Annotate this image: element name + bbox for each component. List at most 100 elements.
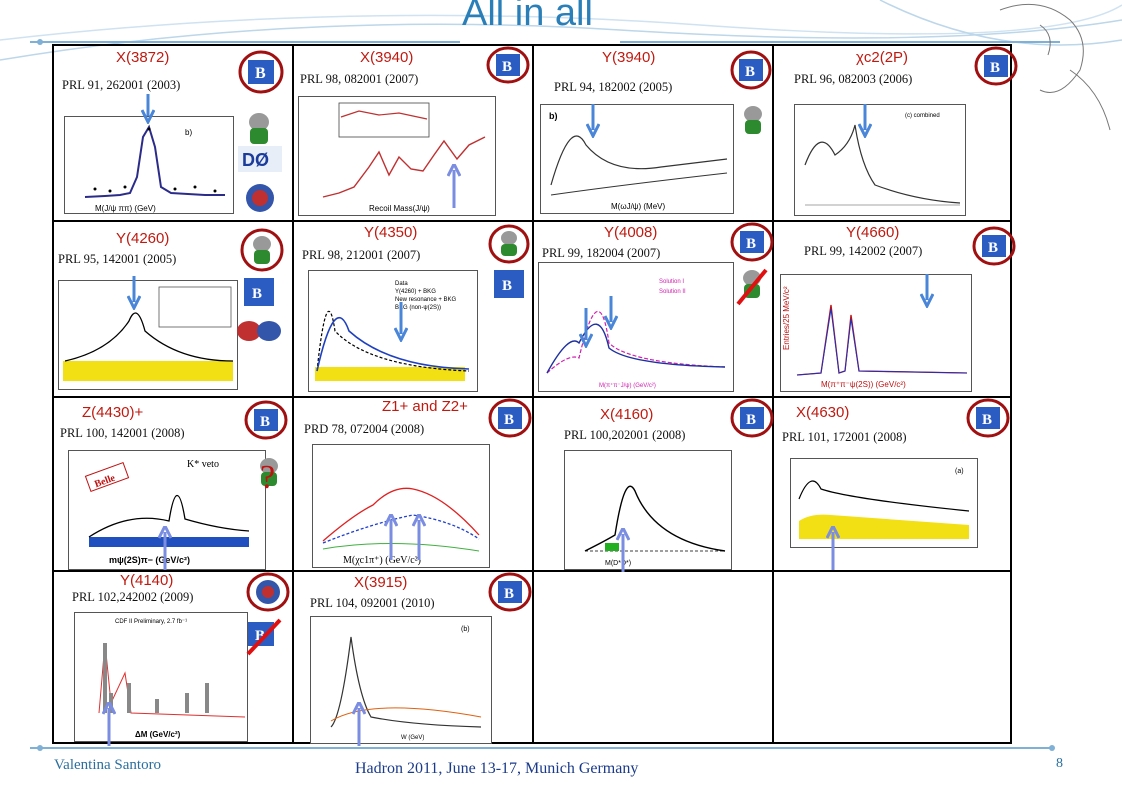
babar-logo-icon: B	[730, 222, 774, 262]
babar-logo-icon: B	[730, 398, 774, 438]
y4140-note: CDF II Preliminary, 2.7 fb⁻¹	[115, 619, 187, 625]
y4008-legend-0: Solution I	[659, 279, 684, 285]
y4350-legend-3: BKG (non-ψ(2S))	[395, 305, 441, 311]
y4140-xaxis-label: ΔM (GeV/c²)	[135, 730, 181, 739]
svg-text:B: B	[982, 412, 992, 428]
y4140-plot: CDF II Preliminary, 2.7 fb⁻¹ ΔM (GeV/c²)	[74, 612, 248, 742]
svg-text:(a): (a)	[955, 468, 964, 475]
publication-ref: PRL 102,242002 (2009)	[72, 590, 194, 604]
belle-mascot-crossed-icon	[736, 268, 768, 306]
svg-text:B: B	[502, 278, 512, 294]
svg-text:DØ: DØ	[242, 150, 269, 170]
cell-y3940: Y(3940) PRL 94, 182002 (2005) b) M(ωJ/ψ)…	[534, 46, 774, 222]
slide-title: All in all	[462, 0, 593, 34]
resonance-name: X(4160)	[600, 406, 654, 423]
y4260-plot	[58, 280, 238, 390]
cell-empty-2	[774, 572, 1010, 744]
cell-y4660: Y(4660) PRL 99, 142002 (2007) Entries/25…	[774, 222, 1016, 398]
arrow-icon	[447, 164, 461, 208]
babar-logo-crossed-icon: B	[246, 618, 282, 656]
publication-ref: PRL 100, 142001 (2008)	[60, 426, 185, 440]
resonance-name: Y(4140)	[120, 572, 174, 589]
arrow-icon	[412, 514, 426, 560]
y4350-plot: Data Y(4260) + BKG New resonance + BKG B…	[308, 270, 478, 392]
y3940-xaxis-label: M(ωJ/ψ) (MeV)	[611, 202, 666, 211]
z1z2-plot: M(χc1π⁺) (GeV/c²)	[312, 444, 490, 568]
cell-x3872: X(3872) PRL 91, 262001 (2003) b) M(J/ψ π…	[54, 46, 294, 222]
arrow-icon	[604, 296, 618, 330]
arrow-icon	[158, 526, 172, 570]
babar-logo-icon: B	[730, 50, 772, 90]
svg-text:B: B	[260, 414, 270, 430]
z4430-xaxis-label: mψ(2S)π− (GeV/c²)	[109, 555, 190, 565]
svg-text:B: B	[746, 412, 756, 428]
svg-text:B: B	[746, 236, 756, 252]
cell-x4630: X(4630) PRL 101, 172001 (2008) (a) B	[774, 398, 1010, 572]
x3940-xaxis-label: Recoil Mass(J/ψ)	[369, 204, 430, 213]
x3940-plot: Recoil Mass(J/ψ)	[298, 96, 496, 216]
arrow-icon	[127, 276, 141, 310]
resonance-name: Y(4260)	[116, 230, 170, 247]
page-number: 8	[1056, 756, 1063, 771]
arrow-icon	[826, 526, 840, 570]
publication-ref: PRL 98, 212001 (2007)	[302, 248, 421, 262]
babar-logo-icon: B	[494, 270, 524, 298]
svg-text:(b): (b)	[461, 626, 470, 633]
belle-mascot-icon	[488, 224, 530, 264]
y4008-legend-1: Solution II	[659, 289, 686, 295]
publication-ref: PRD 78, 072004 (2008)	[304, 422, 425, 436]
x4630-plot: (a)	[790, 458, 978, 548]
publication-ref: PRL 99, 182004 (2007)	[542, 246, 661, 260]
cell-x3940: X(3940) PRL 98, 082001 (2007) Recoil Mas…	[294, 46, 534, 222]
babar-logo-icon: B	[972, 226, 1016, 266]
belle-mascot-question-icon: ?	[260, 458, 278, 496]
arrow-icon	[858, 104, 872, 138]
babar-logo-icon: B	[974, 46, 1018, 86]
y3940-plot: b) M(ωJ/ψ) (MeV)	[540, 104, 734, 214]
arrow-icon	[102, 702, 116, 746]
z4430-plot: Belle K* veto mψ(2S)π− (GeV/c²)	[68, 450, 266, 570]
z12-xaxis-label: M(χc1π⁺) (GeV/c²)	[343, 555, 421, 566]
svg-text:B: B	[502, 59, 512, 75]
publication-ref: PRL 99, 142002 (2007)	[804, 244, 923, 258]
y4350-legend-1: Y(4260) + BKG	[395, 289, 436, 295]
x4160-plot: M(D*D*)	[564, 450, 732, 570]
arrow-icon	[579, 308, 593, 348]
x3915-xaxis-label: W (GeV)	[401, 735, 424, 741]
resonance-name: Y(4008)	[604, 224, 658, 241]
resonance-grid: X(3872) PRL 91, 262001 (2003) b) M(J/ψ π…	[52, 44, 1018, 746]
resonance-name: χc2(2P)	[856, 49, 909, 66]
cell-y4350: Y(4350) PRL 98, 212001 (2007) Data Y(426…	[294, 222, 534, 398]
cleo-logo-icon	[237, 321, 281, 341]
cdf-logo-icon	[246, 184, 274, 212]
babar-logo-icon: B	[244, 278, 274, 306]
y4350-legend-0: Data	[395, 281, 408, 287]
babar-logo-icon: B	[238, 50, 284, 94]
svg-text:B: B	[745, 64, 755, 80]
publication-ref: PRL 100,202001 (2008)	[564, 428, 686, 442]
y4660-xaxis-label: M(π⁺π⁻ψ(2S)) (GeV/c²)	[821, 380, 906, 389]
publication-ref: PRL 98, 082001 (2007)	[300, 72, 419, 86]
cell-x4160: X(4160) PRL 100,202001 (2008) M(D*D*) B	[534, 398, 774, 572]
resonance-name: X(3940)	[360, 49, 414, 66]
x3872-xaxis-label: M(J/ψ ππ) (GeV)	[95, 204, 156, 213]
author-name: Valentina Santoro	[54, 757, 162, 773]
cell-y4260: Y(4260) PRL 95, 142001 (2005) B	[54, 222, 294, 398]
arrow-icon	[616, 528, 630, 572]
y4008-xaxis-label: M(π⁺π⁻J/ψ) (GeV/c²)	[599, 382, 656, 389]
arrow-icon	[586, 104, 600, 138]
svg-text:b): b)	[185, 128, 192, 137]
cell-chic2-2p: χc2(2P) PRL 96, 082003 (2006) (c) combin…	[774, 46, 1018, 222]
publication-ref: PRL 104, 092001 (2010)	[310, 596, 435, 610]
publication-ref: PRL 101, 172001 (2008)	[782, 430, 907, 444]
x4160-xaxis-label: M(D*D*)	[605, 560, 631, 567]
belle-mascot-icon	[240, 228, 284, 272]
y4660-yaxis-label: Entries/25 MeV/c²	[782, 286, 791, 350]
cell-empty-1	[534, 572, 774, 744]
chic2-plot: (c) combined	[794, 104, 966, 216]
svg-text:(c) combined: (c) combined	[905, 113, 940, 119]
babar-logo-icon: B	[244, 400, 288, 440]
svg-text:B: B	[504, 412, 514, 428]
resonance-name: X(4630)	[796, 404, 850, 421]
resonance-name: X(3872)	[116, 49, 170, 66]
